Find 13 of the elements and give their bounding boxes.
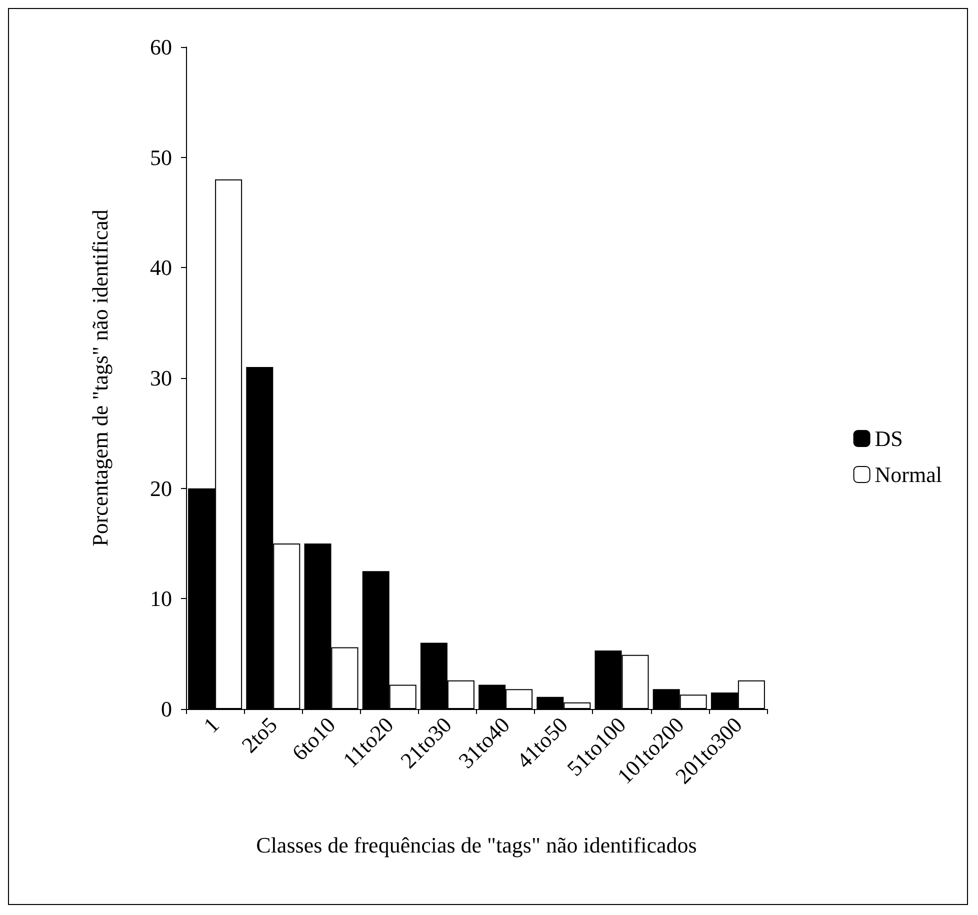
y-tick-label: 10 [150, 586, 172, 612]
y-axis-title: Porcentagem de "tags" não identificad [88, 210, 112, 546]
y-tick-label: 60 [150, 34, 172, 60]
x-axis-title: Classes de frequências de "tags" não identificados [256, 832, 697, 858]
y-tick-label: 20 [150, 476, 172, 501]
y-tick-label: 0 [161, 696, 172, 722]
y-tick-label: 30 [150, 366, 172, 390]
x-tick-label: 2to5 [236, 712, 282, 758]
y-tick-label: 40 [150, 255, 172, 280]
legend-label: DS [874, 426, 903, 451]
x-tick-label: 1 [198, 712, 224, 738]
legend-label: Normal [874, 462, 942, 487]
y-tick-label: 50 [150, 144, 172, 170]
